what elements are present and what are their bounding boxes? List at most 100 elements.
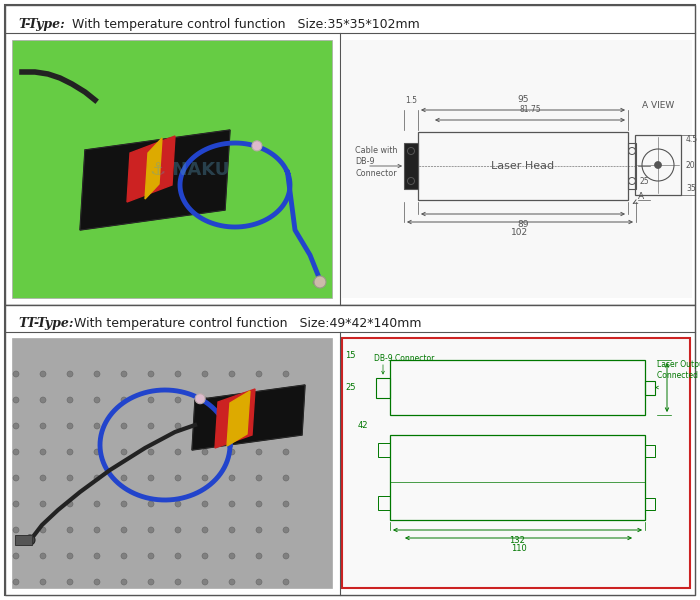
Bar bbox=[12, 338, 332, 588]
Circle shape bbox=[40, 527, 46, 533]
Text: Laser Head: Laser Head bbox=[491, 161, 554, 171]
Bar bbox=[5, 5, 695, 305]
Circle shape bbox=[67, 553, 73, 559]
Circle shape bbox=[229, 579, 235, 585]
Circle shape bbox=[13, 579, 19, 585]
Circle shape bbox=[94, 501, 100, 507]
Circle shape bbox=[175, 371, 181, 377]
Bar bbox=[628, 143, 636, 189]
Circle shape bbox=[67, 579, 73, 585]
Circle shape bbox=[121, 371, 127, 377]
Bar bbox=[404, 143, 418, 189]
Circle shape bbox=[148, 371, 154, 377]
Circle shape bbox=[229, 397, 235, 403]
Circle shape bbox=[195, 394, 205, 404]
Circle shape bbox=[283, 449, 289, 455]
Circle shape bbox=[229, 475, 235, 481]
Bar bbox=[15, 535, 32, 545]
Text: 35: 35 bbox=[686, 184, 696, 193]
Circle shape bbox=[148, 553, 154, 559]
Circle shape bbox=[283, 475, 289, 481]
Bar bbox=[390, 435, 645, 520]
Text: Cable with
DB-9
Connector: Cable with DB-9 Connector bbox=[355, 146, 398, 178]
Circle shape bbox=[94, 527, 100, 533]
Circle shape bbox=[121, 423, 127, 429]
Text: T-Type:: T-Type: bbox=[18, 18, 64, 31]
Circle shape bbox=[175, 501, 181, 507]
Circle shape bbox=[67, 371, 73, 377]
Text: 42: 42 bbox=[358, 421, 368, 430]
Circle shape bbox=[121, 501, 127, 507]
Circle shape bbox=[13, 449, 19, 455]
Polygon shape bbox=[215, 389, 255, 448]
Circle shape bbox=[202, 397, 208, 403]
Bar bbox=[645, 380, 655, 395]
Bar bbox=[376, 377, 390, 397]
Circle shape bbox=[67, 475, 73, 481]
Circle shape bbox=[202, 449, 208, 455]
Circle shape bbox=[40, 449, 46, 455]
Circle shape bbox=[283, 553, 289, 559]
Circle shape bbox=[256, 423, 262, 429]
Text: With temperature control function   Size:49*42*140mm: With temperature control function Size:4… bbox=[74, 317, 421, 330]
Circle shape bbox=[94, 423, 100, 429]
Circle shape bbox=[148, 527, 154, 533]
Circle shape bbox=[229, 501, 235, 507]
Text: ⚓ NAKU: ⚓ NAKU bbox=[150, 161, 230, 179]
Bar bbox=[5, 305, 695, 595]
Circle shape bbox=[13, 553, 19, 559]
Circle shape bbox=[94, 475, 100, 481]
Text: 81.75: 81.75 bbox=[519, 105, 541, 114]
Bar bbox=[645, 498, 655, 510]
Circle shape bbox=[283, 423, 289, 429]
Circle shape bbox=[256, 397, 262, 403]
Circle shape bbox=[202, 579, 208, 585]
Bar bbox=[342, 338, 690, 588]
Circle shape bbox=[13, 527, 19, 533]
Bar bbox=[378, 443, 390, 457]
Circle shape bbox=[175, 449, 181, 455]
Circle shape bbox=[67, 501, 73, 507]
Bar bbox=[645, 445, 655, 457]
Circle shape bbox=[40, 371, 46, 377]
Polygon shape bbox=[192, 385, 305, 450]
Bar bbox=[12, 40, 332, 298]
Circle shape bbox=[67, 449, 73, 455]
Circle shape bbox=[314, 276, 326, 288]
Circle shape bbox=[202, 475, 208, 481]
Polygon shape bbox=[127, 136, 175, 202]
Circle shape bbox=[25, 535, 35, 545]
Text: 15: 15 bbox=[346, 352, 356, 361]
Circle shape bbox=[94, 579, 100, 585]
Bar bbox=[342, 40, 692, 298]
Circle shape bbox=[148, 449, 154, 455]
Circle shape bbox=[94, 371, 100, 377]
Circle shape bbox=[283, 527, 289, 533]
Circle shape bbox=[148, 501, 154, 507]
Bar bbox=[635, 135, 681, 195]
Circle shape bbox=[67, 397, 73, 403]
Circle shape bbox=[229, 371, 235, 377]
Text: 25: 25 bbox=[639, 176, 649, 185]
Circle shape bbox=[13, 501, 19, 507]
Text: 110: 110 bbox=[510, 544, 526, 553]
Circle shape bbox=[654, 161, 661, 169]
Circle shape bbox=[67, 527, 73, 533]
Text: 4.5: 4.5 bbox=[686, 135, 698, 144]
Bar bbox=[390, 360, 645, 415]
Circle shape bbox=[121, 527, 127, 533]
Circle shape bbox=[175, 475, 181, 481]
Text: DB-9 Connector: DB-9 Connector bbox=[374, 354, 435, 363]
Circle shape bbox=[283, 397, 289, 403]
Circle shape bbox=[121, 553, 127, 559]
Text: 102: 102 bbox=[512, 228, 528, 237]
Circle shape bbox=[202, 371, 208, 377]
Circle shape bbox=[202, 527, 208, 533]
Text: With temperature control function   Size:35*35*102mm: With temperature control function Size:3… bbox=[64, 18, 420, 31]
Text: 20: 20 bbox=[686, 160, 696, 169]
Circle shape bbox=[121, 397, 127, 403]
Circle shape bbox=[175, 553, 181, 559]
Circle shape bbox=[229, 449, 235, 455]
Circle shape bbox=[121, 579, 127, 585]
Circle shape bbox=[256, 553, 262, 559]
